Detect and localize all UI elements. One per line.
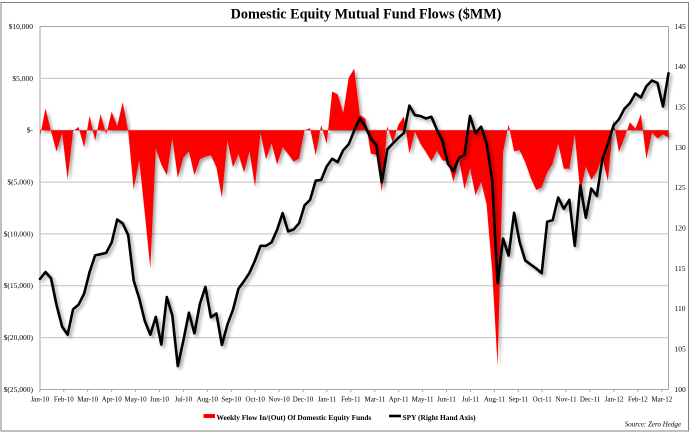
svg-text:Dec-11: Dec-11 [580, 395, 601, 403]
svg-text:Jun-11: Jun-11 [437, 395, 456, 403]
svg-text:$5,000: $5,000 [12, 74, 33, 83]
svg-text:Jun-10: Jun-10 [150, 395, 170, 403]
svg-text:May-10: May-10 [125, 395, 148, 403]
svg-text:Mar-12: Mar-12 [651, 395, 672, 403]
svg-text:Sep-11: Sep-11 [509, 395, 529, 403]
svg-text:135: 135 [675, 103, 687, 112]
svg-text:$(25,000): $(25,000) [4, 385, 34, 394]
svg-text:$(15,000): $(15,000) [4, 281, 34, 290]
svg-text:145: 145 [675, 22, 687, 31]
svg-text:Apr-10: Apr-10 [102, 395, 123, 403]
svg-text:Aug-10: Aug-10 [197, 395, 219, 403]
svg-text:Sep-10: Sep-10 [221, 395, 241, 403]
svg-text:Jan-12: Jan-12 [605, 395, 624, 403]
svg-text:Aug-11: Aug-11 [484, 395, 506, 403]
svg-text:$(20,000): $(20,000) [4, 333, 34, 342]
svg-text:125: 125 [675, 183, 687, 192]
svg-text:Dec-10: Dec-10 [293, 395, 314, 403]
svg-text:$(5,000): $(5,000) [7, 177, 33, 186]
svg-text:$-: $- [27, 126, 34, 135]
svg-text:Oct-10: Oct-10 [245, 395, 265, 403]
svg-text:105: 105 [675, 345, 687, 354]
svg-text:100: 100 [675, 385, 687, 394]
svg-text:Jan-11: Jan-11 [318, 395, 337, 403]
svg-text:Source: Zero Hedge: Source: Zero Hedge [625, 421, 681, 429]
svg-text:140: 140 [675, 62, 687, 71]
svg-text:Feb-11: Feb-11 [341, 395, 361, 403]
svg-text:Jul-11: Jul-11 [462, 395, 480, 403]
svg-text:SPY (Right Hand Axis): SPY (Right Hand Axis) [403, 413, 477, 422]
svg-text:$(10,000): $(10,000) [4, 229, 34, 238]
svg-text:115: 115 [675, 264, 686, 273]
svg-text:Mar-11: Mar-11 [365, 395, 386, 403]
svg-text:Domestic Equity Mutual Fund Fl: Domestic Equity Mutual Fund Flows ($MM) [231, 7, 502, 23]
svg-text:Weekly Flow In/(Out) Of Domest: Weekly Flow In/(Out) Of Domestic Equity … [217, 413, 372, 422]
svg-text:Nov-10: Nov-10 [268, 395, 290, 403]
svg-text:Nov-11: Nov-11 [556, 395, 578, 403]
svg-text:Feb-12: Feb-12 [628, 395, 648, 403]
svg-text:Apr-11: Apr-11 [389, 395, 409, 403]
svg-text:110: 110 [675, 304, 686, 313]
svg-text:Jul-10: Jul-10 [175, 395, 193, 403]
svg-text:Feb-10: Feb-10 [54, 395, 74, 403]
svg-text:Oct-11: Oct-11 [533, 395, 553, 403]
svg-text:120: 120 [675, 224, 687, 233]
svg-text:$10,000: $10,000 [9, 22, 34, 31]
svg-text:May-11: May-11 [412, 395, 434, 403]
svg-text:Mar-10: Mar-10 [77, 395, 98, 403]
svg-text:Jan-10: Jan-10 [31, 395, 50, 403]
svg-text:130: 130 [675, 143, 687, 152]
